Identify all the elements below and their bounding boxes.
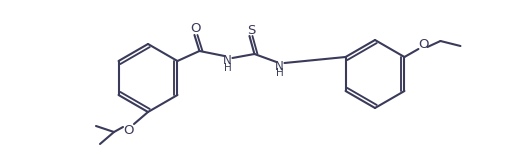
Text: S: S <box>247 24 255 37</box>
Text: O: O <box>191 22 201 36</box>
Text: H: H <box>276 68 283 78</box>
Text: O: O <box>418 39 429 51</box>
Text: O: O <box>123 124 133 136</box>
Text: N: N <box>223 54 232 68</box>
Text: H: H <box>224 63 231 73</box>
Text: N: N <box>275 59 284 73</box>
